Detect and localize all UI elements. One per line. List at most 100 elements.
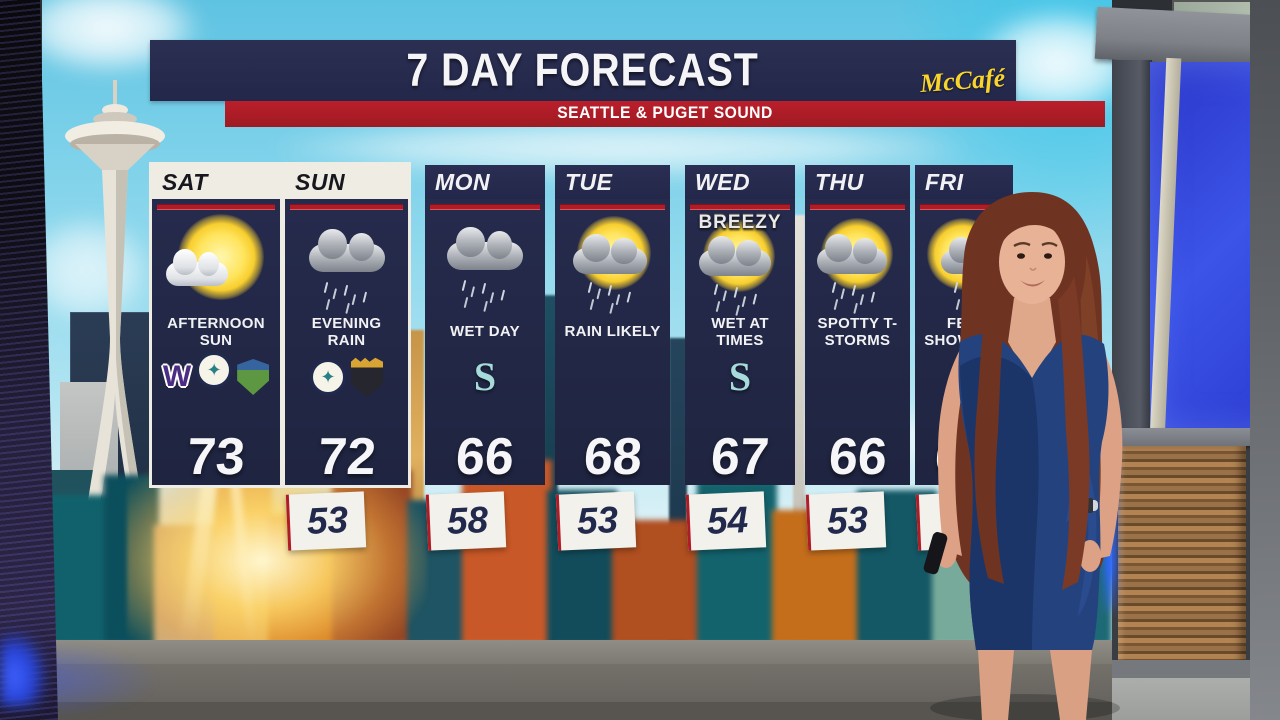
condition-text: EVENING RAIN — [311, 314, 382, 349]
condition-text: WET DAY — [450, 323, 520, 341]
rain-cloud-icon — [309, 228, 385, 272]
day-panel: AFTERNOON SUN W ✦ 73 — [152, 199, 280, 486]
rain-streaks — [323, 281, 329, 294]
high-temp: 68 — [581, 428, 644, 486]
team-badges: ✦ — [310, 352, 383, 402]
red-accent-line — [430, 204, 540, 210]
team-badges: S — [474, 352, 496, 402]
low-temp-box: 53 — [805, 491, 887, 551]
mariners-logo: ✦ — [310, 359, 346, 395]
smile — [1020, 280, 1045, 287]
presenter-leg — [978, 650, 1014, 720]
rain-cloud-icon — [817, 233, 887, 274]
rain-cloud-icon — [447, 226, 523, 270]
sounders-logo — [237, 359, 270, 395]
presenter-left-arm — [1084, 348, 1123, 560]
studio-floor-step — [0, 664, 1112, 702]
day-name: THU — [815, 168, 864, 195]
left-led-glow — [0, 632, 46, 706]
low-temp: 53 — [576, 499, 619, 542]
weather-icon-rain — [285, 210, 408, 312]
rain-streaks — [461, 279, 467, 292]
day-panel: EVENING RAIN ✦ 72 — [285, 199, 408, 486]
low-temp-box: 53 — [555, 491, 637, 551]
studio-frame — [1112, 60, 1152, 440]
high-temp: 67 — [709, 428, 772, 486]
presenter-leg — [1050, 650, 1092, 720]
red-accent-line — [690, 204, 790, 210]
condition-text: AFTERNOON SUN — [167, 314, 265, 349]
day-panel: BREEZY WET AT TIMES S 67 — [685, 199, 795, 486]
high-temp: 66 — [454, 428, 517, 486]
studio-floor-step — [0, 640, 1112, 664]
forecast-title: 7 DAY FORECAST — [406, 44, 760, 96]
high-temp: 73 — [185, 428, 248, 486]
studio-right-wall — [1094, 0, 1280, 720]
studio-column — [1250, 0, 1280, 720]
hair-front-right — [1058, 276, 1090, 590]
day-header: TUE — [555, 165, 670, 199]
rain-streaks — [831, 281, 837, 294]
wood-base — [1112, 660, 1252, 680]
presenter-face — [999, 220, 1065, 304]
day-name: SUN — [295, 168, 346, 195]
low-temp: 54 — [706, 499, 749, 542]
red-accent-line — [560, 204, 665, 210]
nose — [1029, 267, 1037, 271]
kraken-logo: S — [473, 354, 497, 399]
day-name: SAT — [162, 168, 208, 195]
condition-text: SPOTTY T-STORMS — [817, 314, 898, 349]
rain-cloud-icon — [699, 235, 771, 276]
low-temp: 58 — [446, 499, 489, 542]
rain-streaks — [713, 283, 719, 296]
day-panel: RAIN LIKELY 68 — [555, 199, 670, 486]
day-name: TUE — [565, 168, 613, 195]
red-accent-line — [290, 204, 403, 210]
eye — [1044, 253, 1052, 259]
weather-icon-partly-sunny — [152, 210, 280, 312]
day-column-mon: MON WET DAY S 66 58 — [425, 165, 545, 551]
day-column-tue: TUE RAIN LIKELY 68 53 — [555, 165, 670, 551]
kraken-logo: S — [728, 354, 752, 399]
day-header: SAT — [152, 165, 280, 199]
team-badges: W ✦ — [163, 352, 270, 402]
stacked-wood-decor — [1118, 446, 1246, 664]
day-name: WED — [695, 168, 751, 195]
reign-logo — [351, 357, 383, 397]
presenter-remote — [923, 532, 948, 575]
weather-icon-sun-rain — [805, 210, 910, 312]
weather-icon-rain — [425, 210, 545, 312]
rain-streaks — [587, 281, 593, 294]
building — [462, 460, 552, 645]
day-header: THU — [805, 165, 910, 199]
day-name: FRI — [925, 168, 964, 195]
cloud — [42, 215, 152, 325]
presenter-hand — [1079, 540, 1101, 572]
eye — [1017, 253, 1025, 259]
breezy-label: BREEZY — [698, 212, 782, 233]
day-panel: WET DAY S 66 — [425, 199, 545, 486]
team-badges: S — [729, 352, 751, 402]
red-accent-line — [157, 204, 275, 210]
eyebrow — [1013, 242, 1031, 248]
high-temp: 72 — [315, 428, 378, 486]
low-temp-box: 58 — [425, 491, 507, 551]
hair-front-left — [974, 276, 1006, 584]
red-accent-line — [920, 204, 1008, 210]
condition-text: WET AT TIMES — [711, 314, 769, 349]
forecast-videowall: 7 DAY FORECAST McCafé SEATTLE & PUGET SO… — [42, 0, 1112, 645]
forecast-title-bar: 7 DAY FORECAST — [150, 40, 1016, 101]
cloud-icon — [166, 248, 228, 286]
day-column-thu: THU SPOTTY T-STORMS 66 53 — [805, 165, 910, 551]
low-temp-box: 54 — [685, 491, 767, 551]
eyebrow — [1041, 242, 1058, 248]
studio-floor — [0, 702, 1112, 720]
weather-icon-sun-rain: BREEZY — [685, 210, 795, 312]
mccafe-logo: McCafé — [919, 63, 1007, 98]
day-name: MON — [435, 168, 491, 195]
v-neck-skin — [1012, 332, 1052, 376]
day-header: FRI — [915, 165, 1013, 199]
presenter-right-arm — [938, 346, 974, 556]
red-accent-line — [810, 204, 905, 210]
day-column-wed: WED BREEZY WET AT TIMES S 67 54 — [685, 165, 795, 551]
